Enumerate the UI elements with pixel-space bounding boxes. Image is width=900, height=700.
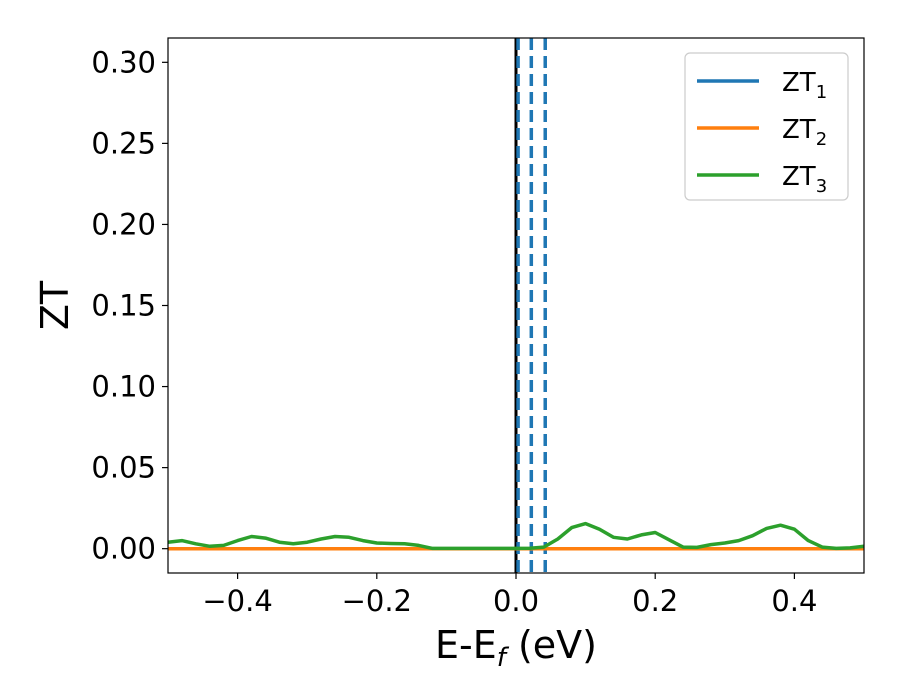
legend: ZT1 ZT2 ZT3: [684, 52, 849, 201]
y-tick-label: 0.20: [91, 207, 156, 241]
legend-box: [684, 52, 849, 201]
y-tick-label: 0.10: [91, 370, 156, 404]
y-tick-label: 0.30: [91, 45, 156, 79]
y-tick-label: 0.25: [91, 126, 156, 160]
y-axis-label: ZT: [33, 280, 77, 330]
y-tick-label: 0.15: [91, 289, 156, 323]
reference-lines: [514, 38, 547, 573]
x-axis-label: E-Ef (eV): [435, 623, 597, 673]
legend-label-3: ZT3: [782, 162, 827, 197]
x-axis: −0.4 −0.2 0.0 0.2 0.4: [202, 573, 817, 618]
x-tick-label: −0.4: [202, 584, 272, 618]
x-tick-label: 0.2: [632, 584, 678, 618]
x-axis-label-unit: (eV): [506, 623, 597, 667]
series-lines: [167, 521, 865, 551]
y-tick-label: 0.05: [91, 451, 156, 485]
legend-label-1: ZT1: [782, 68, 827, 103]
x-tick-label: 0.4: [771, 584, 817, 618]
series-line-3: [167, 521, 865, 551]
y-axis: 0.00 0.05 0.10 0.15 0.20 0.25 0.30: [91, 45, 168, 566]
legend-label-2: ZT2: [782, 115, 827, 150]
y-tick-label: 0.00: [91, 532, 156, 566]
x-axis-label-main: E-E: [435, 623, 497, 667]
x-tick-label: −0.2: [342, 584, 412, 618]
x-tick-label: 0.0: [493, 584, 539, 618]
